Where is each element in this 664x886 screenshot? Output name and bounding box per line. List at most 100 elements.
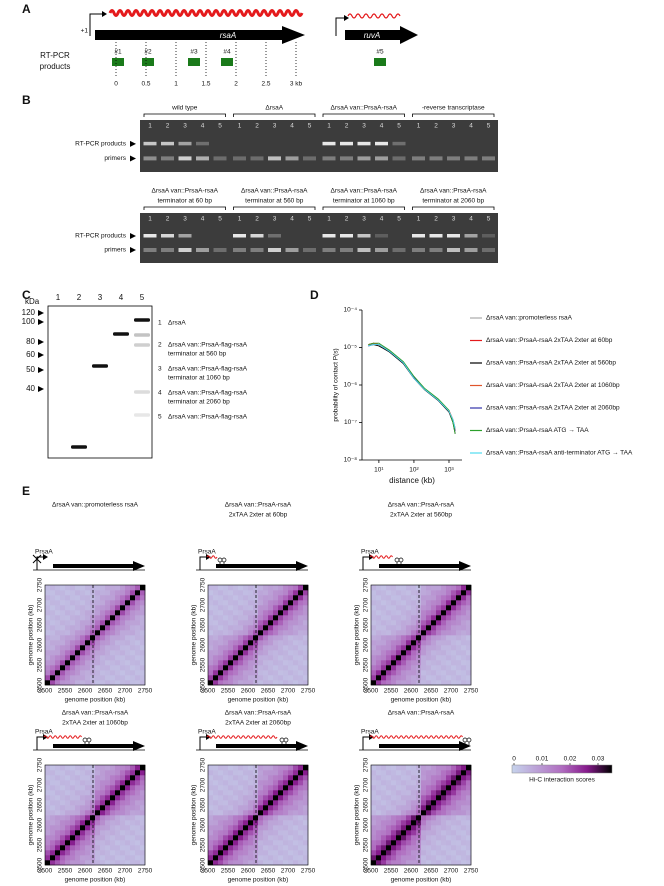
- heatmap-cell: [110, 780, 116, 786]
- heatmap-cell: [273, 795, 279, 801]
- heatmap-cell: [278, 855, 284, 861]
- heatmap-cell: [213, 860, 219, 866]
- gene-arrow: [379, 561, 471, 571]
- heatmap-cell: [391, 795, 397, 801]
- heatmap-cell: [283, 860, 289, 866]
- heatmap-cell: [461, 670, 467, 676]
- gel-band: [357, 141, 371, 146]
- x-tick-label: 2700: [444, 688, 459, 695]
- heatmap-cell: [446, 635, 452, 641]
- heatmap-cell: [283, 635, 289, 641]
- heatmap-cell: [436, 660, 442, 666]
- x-tick-label: 2700: [281, 688, 296, 695]
- heatmap-cell: [456, 665, 462, 671]
- transcript-wave: [369, 555, 393, 559]
- heatmap-cell: [223, 635, 229, 641]
- heatmap-cell: [208, 630, 214, 636]
- heatmap-cell: [258, 590, 264, 596]
- heatmap-cell: [376, 800, 382, 806]
- heatmap-cell: [451, 640, 457, 646]
- heatmap-cell: [208, 830, 214, 836]
- heatmap-cell: [283, 625, 289, 631]
- heatmap-cell: [95, 775, 101, 781]
- heatmap-cell: [426, 650, 432, 656]
- heatmap-cell: [411, 585, 417, 591]
- heatmap-cell: [100, 855, 106, 861]
- x-tick-label: 2500: [364, 688, 379, 695]
- heatmap-cell: [110, 650, 116, 656]
- heatmap-cell: [371, 795, 377, 801]
- heatmap-cell: [391, 835, 397, 841]
- heatmap-cell: [288, 840, 294, 846]
- heatmap-cell: [298, 650, 304, 656]
- heatmap-cell: [80, 780, 86, 786]
- heatmap-cell: [278, 805, 284, 811]
- heatmap-cell: [80, 805, 86, 811]
- heatmap-cell: [120, 830, 126, 836]
- terminator: [283, 737, 289, 743]
- heatmap-cell: [263, 855, 269, 861]
- heatmap-cell: [441, 630, 447, 636]
- heatmap-cell: [451, 785, 457, 791]
- heatmap-cell: [65, 620, 71, 626]
- heatmap-cell: [371, 810, 377, 816]
- scale-label: 2.5: [261, 81, 270, 88]
- y-tick-label: 2550: [200, 837, 207, 852]
- heatmap-cell: [406, 840, 412, 846]
- heatmap-cell: [50, 770, 56, 776]
- gene-arrow: [379, 741, 471, 751]
- heatmap-cell: [263, 680, 269, 686]
- y-tick-label: 2550: [200, 657, 207, 672]
- map-title: ΔrsaA van::PrsaA-rsaA: [225, 710, 292, 717]
- heatmap-cell: [268, 775, 274, 781]
- heatmap-cell: [100, 825, 106, 831]
- heatmap-cell: [75, 655, 81, 661]
- heatmap-cell: [466, 795, 472, 801]
- heatmap-cell: [95, 785, 101, 791]
- heatmap-cell: [50, 860, 56, 866]
- heatmap-cell: [421, 810, 427, 816]
- heatmap-cell: [466, 835, 472, 841]
- colorbar-tick-label: 0.02: [564, 756, 577, 763]
- heatmap-cell: [110, 585, 116, 591]
- heatmap-cell: [120, 610, 126, 616]
- gel: [140, 120, 498, 172]
- heatmap-cell: [268, 805, 274, 811]
- heatmap-cell: [100, 845, 106, 851]
- heatmap-cell: [45, 765, 51, 771]
- heatmap-cell: [85, 765, 91, 771]
- heatmap-cell: [100, 655, 106, 661]
- heatmap-cell: [115, 785, 121, 791]
- heatmap-cell: [140, 635, 146, 641]
- heatmap-cell: [105, 840, 111, 846]
- heatmap-cell: [75, 850, 81, 856]
- heatmap-cell: [391, 780, 397, 786]
- panel-label: D: [310, 288, 319, 302]
- heatmap-cell: [381, 610, 387, 616]
- heatmap-cell: [45, 795, 51, 801]
- heatmap-cell: [421, 840, 427, 846]
- heatmap-cell: [208, 585, 214, 591]
- heatmap-cell: [228, 825, 234, 831]
- heatmap-cell: [258, 620, 264, 626]
- heatmap-cell: [130, 625, 136, 631]
- heatmap-cell: [406, 620, 412, 626]
- heatmap-cell: [218, 830, 224, 836]
- heatmap-cell: [411, 650, 417, 656]
- heatmap-cell: [461, 635, 467, 641]
- x-tick-label: 2600: [404, 868, 419, 875]
- heatmap-cell: [411, 860, 417, 866]
- heatmap-cell: [213, 605, 219, 611]
- heatmap-cell: [80, 635, 86, 641]
- heatmap-cell: [100, 820, 106, 826]
- heatmap-cell: [263, 795, 269, 801]
- heatmap-cell: [95, 655, 101, 661]
- heatmap-cell: [421, 665, 427, 671]
- heatmap-cell: [140, 795, 146, 801]
- heatmap-cell: [391, 605, 397, 611]
- heatmap-cell: [105, 635, 111, 641]
- heatmap-cell: [431, 800, 437, 806]
- heatmap-cell: [80, 630, 86, 636]
- heatmap-cell: [441, 680, 447, 686]
- heatmap-cell: [401, 635, 407, 641]
